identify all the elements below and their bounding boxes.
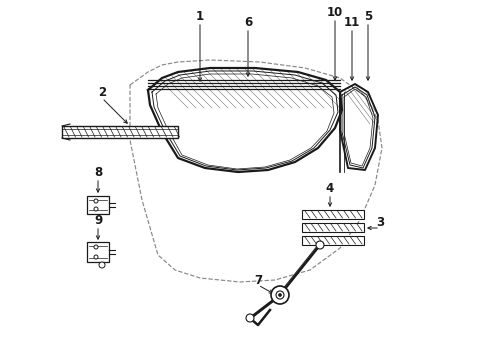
Text: 1: 1 bbox=[196, 10, 204, 23]
FancyBboxPatch shape bbox=[302, 236, 364, 245]
Text: 4: 4 bbox=[326, 183, 334, 195]
Text: 8: 8 bbox=[94, 166, 102, 180]
Circle shape bbox=[276, 291, 284, 299]
Text: 3: 3 bbox=[376, 216, 384, 230]
Circle shape bbox=[271, 286, 289, 304]
FancyBboxPatch shape bbox=[302, 210, 364, 219]
FancyBboxPatch shape bbox=[87, 242, 109, 262]
FancyBboxPatch shape bbox=[302, 223, 364, 232]
Text: 7: 7 bbox=[254, 274, 262, 287]
Circle shape bbox=[246, 314, 254, 322]
FancyBboxPatch shape bbox=[62, 126, 178, 138]
Text: 9: 9 bbox=[94, 215, 102, 228]
Circle shape bbox=[99, 262, 105, 268]
FancyBboxPatch shape bbox=[87, 196, 109, 214]
Text: 11: 11 bbox=[344, 17, 360, 30]
Text: 6: 6 bbox=[244, 17, 252, 30]
Text: 10: 10 bbox=[327, 6, 343, 19]
Circle shape bbox=[278, 293, 281, 297]
Circle shape bbox=[94, 199, 98, 203]
Circle shape bbox=[316, 241, 324, 249]
Text: 5: 5 bbox=[364, 10, 372, 23]
Circle shape bbox=[94, 255, 98, 259]
Text: 2: 2 bbox=[98, 86, 106, 99]
Circle shape bbox=[94, 207, 98, 211]
Circle shape bbox=[94, 245, 98, 249]
